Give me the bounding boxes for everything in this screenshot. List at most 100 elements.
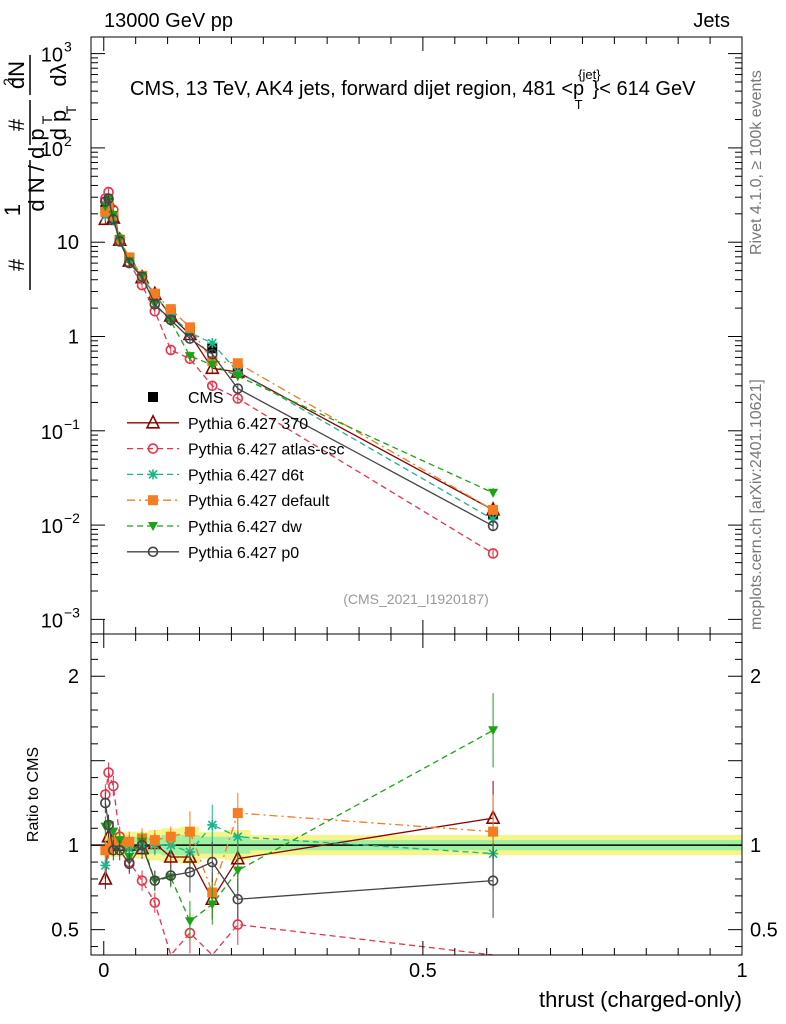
y-tick-exponent: −3 (64, 604, 80, 620)
y-label-dN: d N / d p (24, 128, 49, 211)
y-tick-label: 10 (41, 422, 63, 444)
legend-label: Pythia 6.427 p0 (188, 545, 299, 562)
y-label-dp: d p (46, 110, 71, 141)
legend-item: Pythia 6.427 d6t (127, 467, 304, 484)
header-left: 13000 GeV pp (104, 10, 233, 32)
series-line (104, 201, 494, 511)
ratio-point (149, 835, 160, 846)
data-point (100, 206, 111, 217)
data-point (100, 196, 111, 207)
plot-title-sub: T (575, 97, 583, 112)
data-point (206, 380, 218, 392)
legend-marker (148, 392, 158, 402)
legend-label: Pythia 6.427 dw (188, 519, 302, 536)
legend: CMS Pythia 6.427 370 Pythia 6.427 atlas-cs… (127, 390, 345, 562)
data-point (165, 344, 177, 356)
y-label-one: 1 (0, 204, 25, 216)
data-point (114, 236, 126, 247)
analysis-id: (CMS_2021_I1920187) (343, 591, 489, 607)
data-point (149, 298, 161, 310)
ratio-point (232, 808, 243, 819)
y-label-sup-2: 2 (0, 78, 16, 86)
ratio-y-tick-label: 0.5 (51, 920, 79, 942)
y-tick-label: 1 (68, 326, 79, 348)
ratio-point (184, 826, 195, 837)
y-label-sub-T: T (39, 115, 55, 124)
ratio-series-pythia-6-427-p0 (100, 792, 499, 920)
data-point (232, 393, 244, 404)
data-point (487, 548, 499, 559)
ratio-point (136, 839, 148, 851)
x-axis-label: thrust (charged-only) (539, 987, 742, 1012)
ratio-point (184, 917, 195, 927)
data-point (184, 333, 196, 344)
ratio-point (100, 860, 111, 871)
data-point (488, 488, 499, 498)
ratio-point (103, 767, 114, 778)
data-point (207, 343, 218, 354)
legend-marker (148, 522, 158, 531)
ratio-y-tick-label-right: 2 (750, 666, 761, 688)
data-point (232, 372, 243, 382)
data-point (103, 193, 114, 204)
ratio-line (105, 812, 494, 895)
ratio-point (123, 858, 135, 870)
header-right: Jets (693, 10, 730, 32)
legend-label: CMS (188, 390, 224, 407)
y-tick-label: 10 (41, 516, 63, 538)
x-tick-label: 0 (98, 960, 109, 982)
legend-item: Pythia 6.427 dw (127, 519, 302, 536)
legend-marker (148, 495, 158, 506)
ratio-point (487, 875, 499, 886)
legend-label: Pythia 6.427 default (188, 493, 330, 510)
y-tick-exponent: 3 (64, 39, 72, 55)
x-tick-label: 0.5 (409, 960, 437, 982)
legend-marker (147, 443, 159, 454)
data-point (136, 271, 148, 283)
data-point (204, 359, 220, 375)
ratio-line (104, 772, 494, 957)
data-point (165, 314, 177, 326)
ratio-point (206, 856, 218, 868)
legend-marker (145, 414, 161, 429)
legend-item: Pythia 6.427 370 (127, 414, 308, 433)
series-line (104, 203, 494, 511)
legend-item: Pythia 6.427 default (127, 493, 330, 510)
ratio-point (149, 897, 161, 908)
ratio-point (232, 893, 244, 905)
ratio-point (207, 900, 218, 910)
legend-item: Pythia 6.427 p0 (127, 545, 299, 562)
ratio-point (124, 836, 135, 847)
ratio-point (149, 875, 161, 886)
series-line (104, 197, 494, 527)
ratio-y-axis-label: Ratio to CMS (25, 747, 42, 842)
plot-title: CMS, 13 TeV, AK4 jets, forward dijet reg… (130, 67, 696, 112)
y-label-dlambda: dλ (46, 63, 71, 86)
y-label-hash: # (4, 258, 29, 271)
ratio-point (100, 797, 111, 809)
ratio-point (108, 780, 119, 792)
ratio-series-pythia-6-427-dw (100, 693, 499, 942)
y-tick-exponent: −2 (64, 510, 80, 526)
ratio-point (165, 831, 176, 842)
ratio-point (163, 848, 179, 863)
y-tick-label: 10 (57, 232, 79, 254)
data-point (184, 327, 195, 338)
data-point (108, 213, 119, 225)
ratio-point (184, 866, 196, 878)
legend-marker (147, 546, 159, 558)
data-point (232, 383, 244, 394)
ratio-point (165, 870, 177, 881)
data-point (488, 514, 499, 525)
y-tick-label: 10 (41, 610, 63, 632)
legend-label: Pythia 6.427 atlas-csc (188, 442, 345, 459)
ratio-point (232, 919, 244, 930)
legend-label: Pythia 6.427 370 (188, 416, 308, 433)
plot-title-sup: {jet} (578, 67, 601, 82)
data-point (165, 304, 176, 315)
ratio-y-tick-label-right: 0.5 (750, 920, 778, 942)
